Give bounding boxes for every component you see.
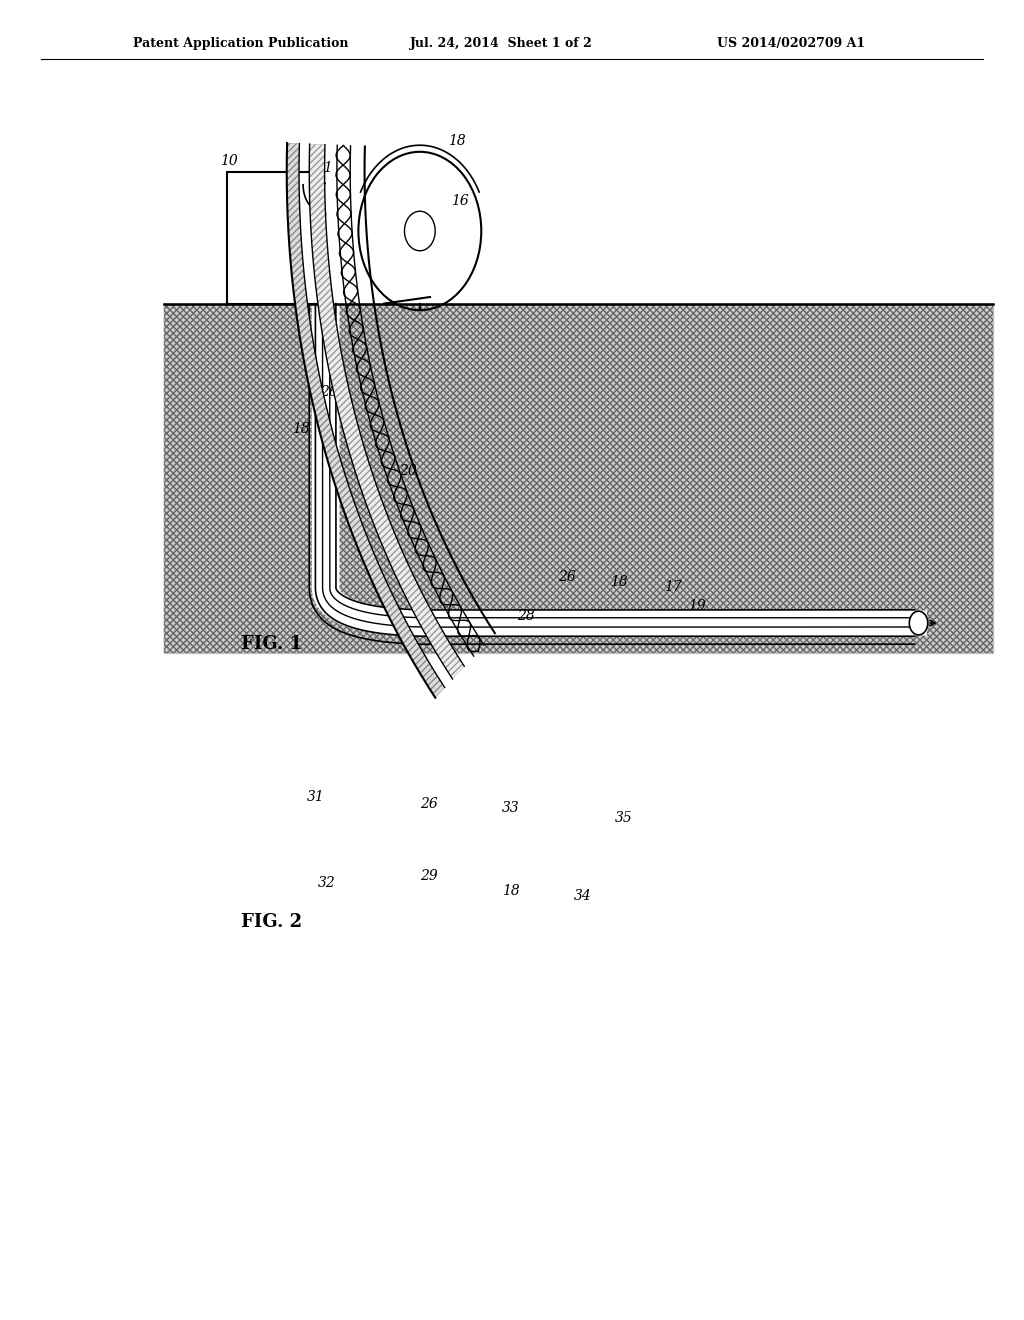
Polygon shape (164, 304, 993, 653)
Text: FIG. 1: FIG. 1 (241, 635, 302, 653)
Text: 17: 17 (664, 581, 681, 594)
Text: 34: 34 (573, 890, 591, 903)
Text: 29: 29 (420, 870, 437, 883)
Text: 26: 26 (420, 797, 437, 810)
Text: Patent Application Publication: Patent Application Publication (133, 37, 348, 50)
Text: 18: 18 (502, 884, 519, 898)
Text: 11: 11 (315, 161, 333, 174)
Text: 18: 18 (610, 576, 628, 589)
Text: 31: 31 (307, 791, 325, 804)
Bar (227, 172, 319, 304)
Text: 35: 35 (614, 812, 632, 825)
Text: 10: 10 (220, 154, 238, 168)
Circle shape (909, 611, 928, 635)
Text: FIG. 2: FIG. 2 (241, 912, 302, 931)
Text: 28: 28 (517, 610, 535, 623)
Polygon shape (287, 143, 444, 698)
Text: 19: 19 (688, 599, 706, 612)
Text: 18: 18 (449, 135, 466, 148)
Text: 33: 33 (502, 801, 519, 814)
Text: Jul. 24, 2014  Sheet 1 of 2: Jul. 24, 2014 Sheet 1 of 2 (410, 37, 592, 50)
Text: US 2014/0202709 A1: US 2014/0202709 A1 (717, 37, 865, 50)
Polygon shape (309, 144, 464, 678)
Text: 16: 16 (451, 194, 468, 207)
Text: 32: 32 (317, 876, 335, 890)
Text: 26: 26 (558, 570, 575, 583)
Text: 20: 20 (399, 465, 417, 478)
Text: 26: 26 (321, 385, 338, 399)
Text: 18: 18 (292, 422, 309, 436)
